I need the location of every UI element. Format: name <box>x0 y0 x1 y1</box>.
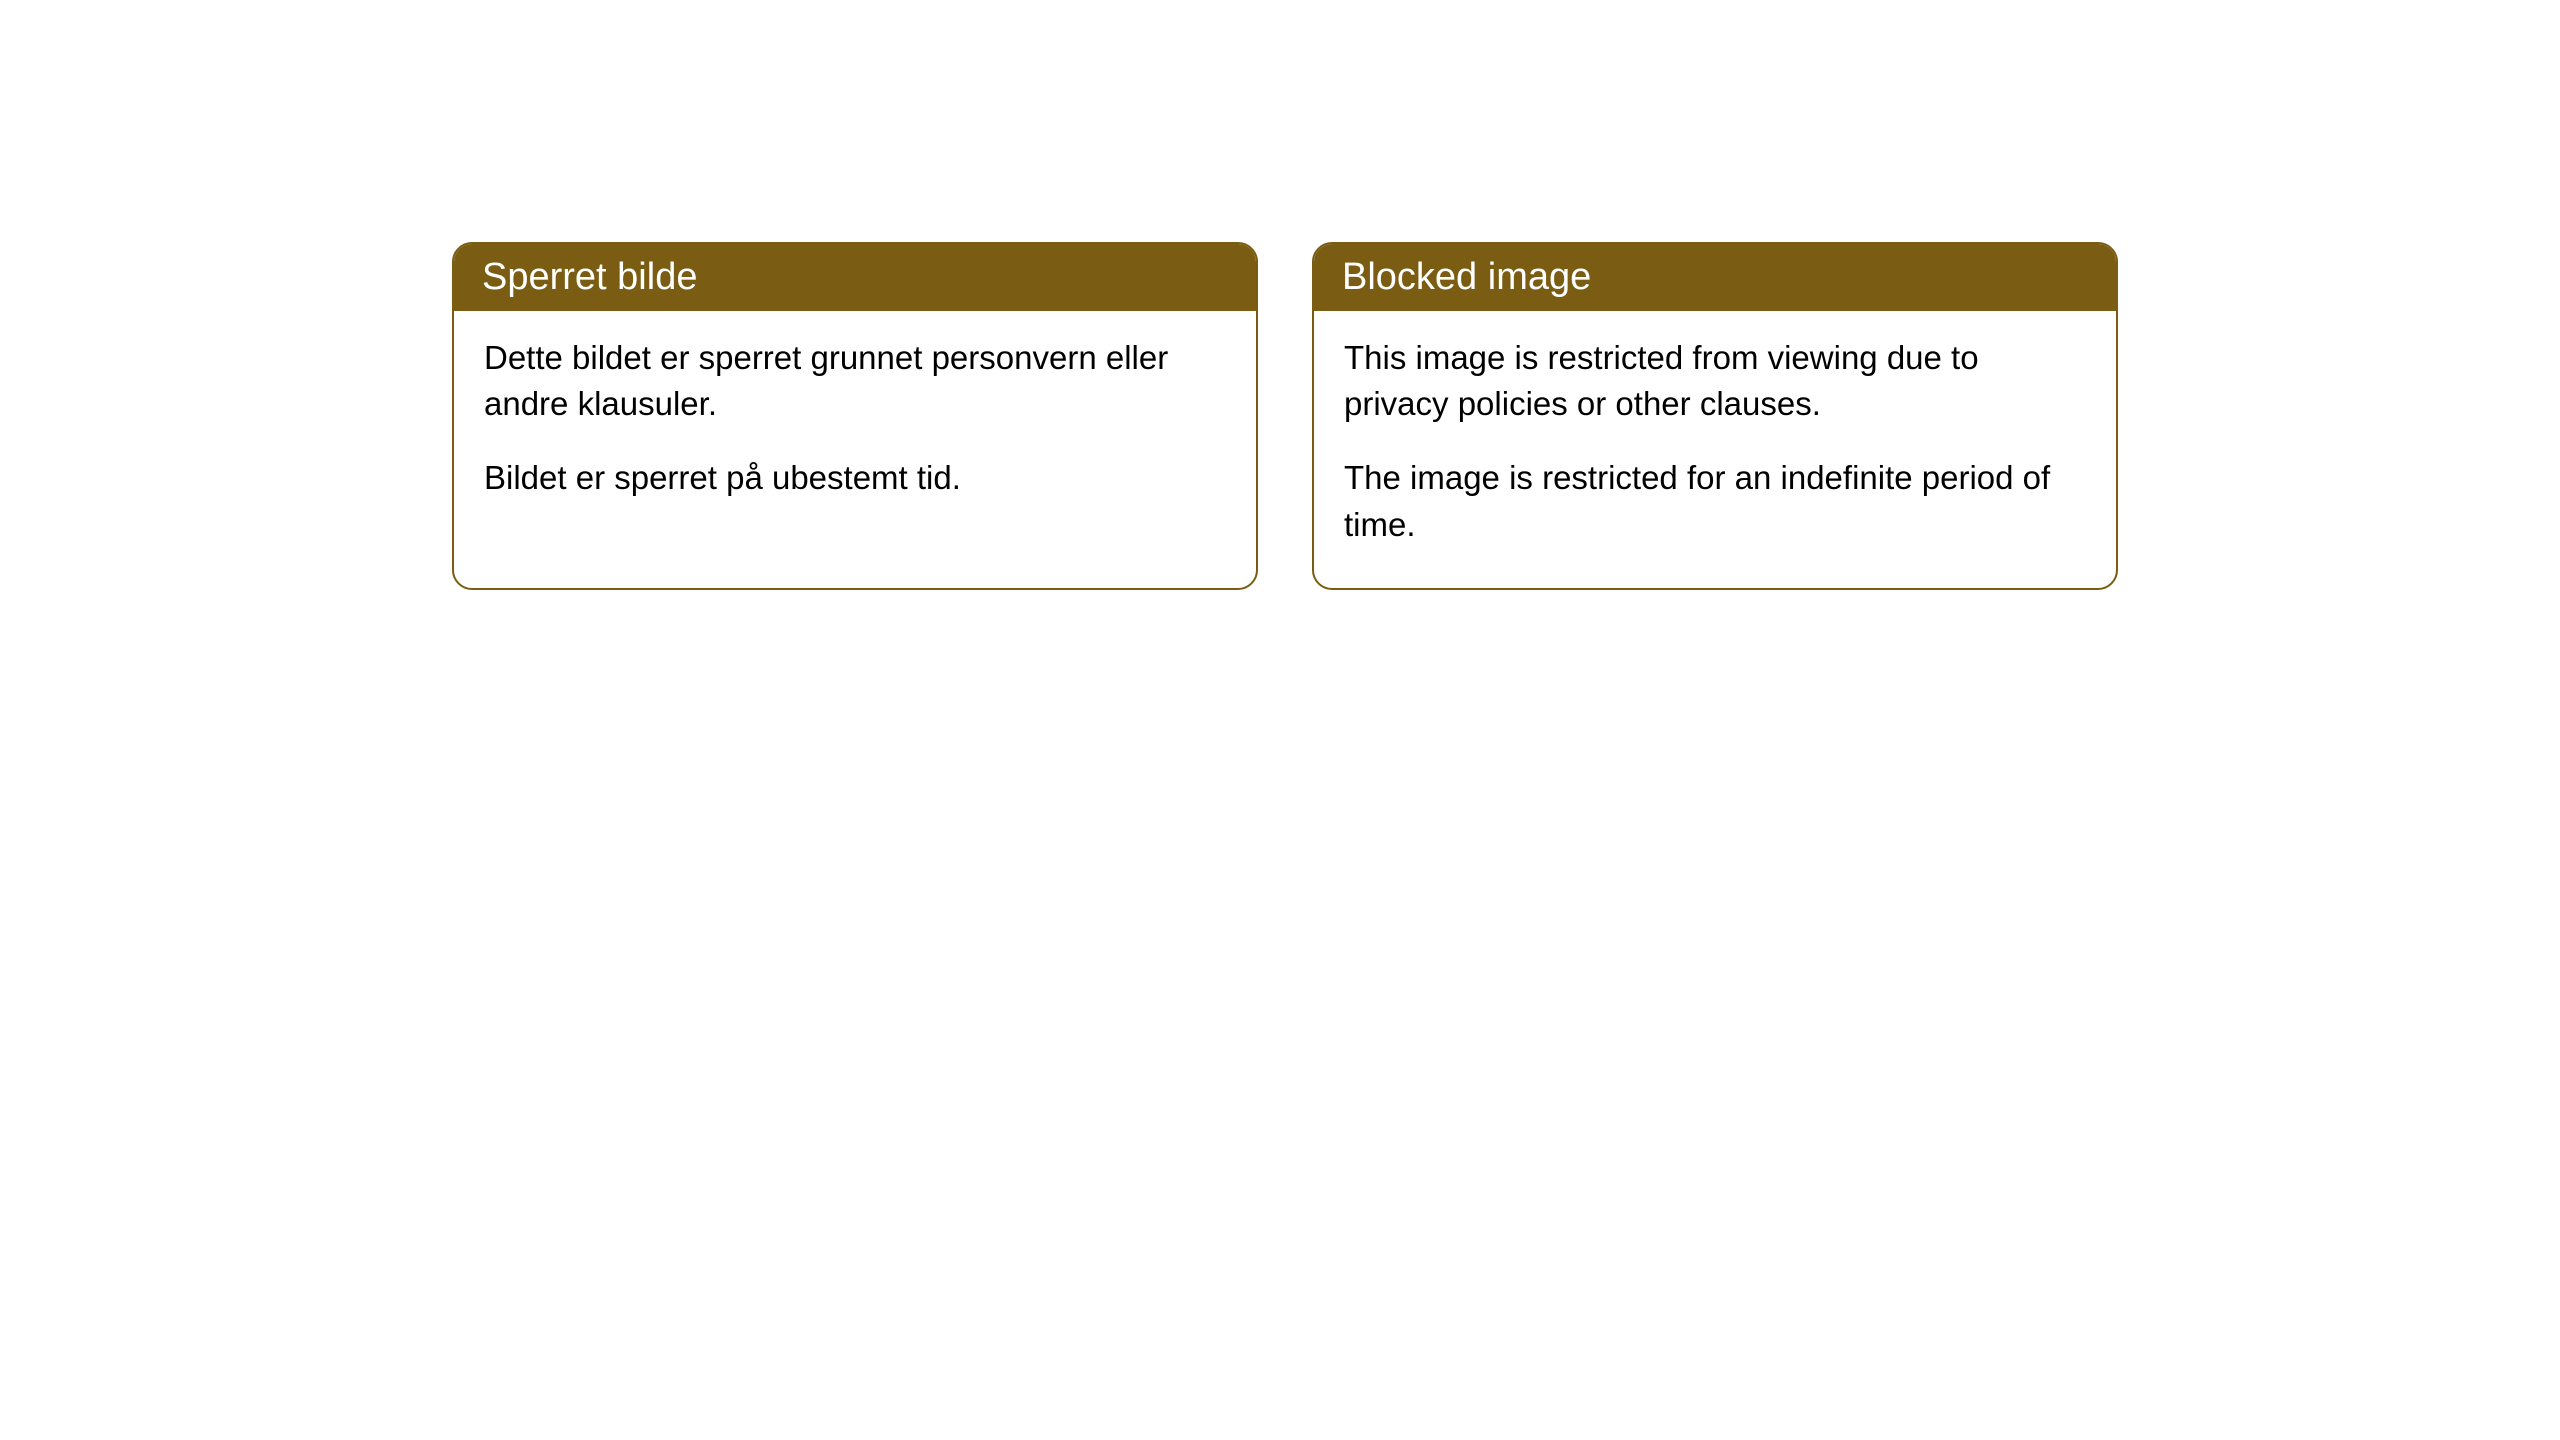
card-title: Blocked image <box>1342 256 1591 298</box>
card-title: Sperret bilde <box>482 256 697 298</box>
notice-card-norwegian: Sperret bilde Dette bildet er sperret gr… <box>452 242 1258 590</box>
card-header: Sperret bilde <box>454 244 1256 311</box>
notice-cards-container: Sperret bilde Dette bildet er sperret gr… <box>452 242 2118 590</box>
card-paragraph: The image is restricted for an indefinit… <box>1344 455 2086 547</box>
card-body: Dette bildet er sperret grunnet personve… <box>454 311 1256 542</box>
notice-card-english: Blocked image This image is restricted f… <box>1312 242 2118 590</box>
card-paragraph: This image is restricted from viewing du… <box>1344 335 2086 427</box>
card-header: Blocked image <box>1314 244 2116 311</box>
card-body: This image is restricted from viewing du… <box>1314 311 2116 588</box>
card-paragraph: Bildet er sperret på ubestemt tid. <box>484 455 1226 501</box>
card-paragraph: Dette bildet er sperret grunnet personve… <box>484 335 1226 427</box>
